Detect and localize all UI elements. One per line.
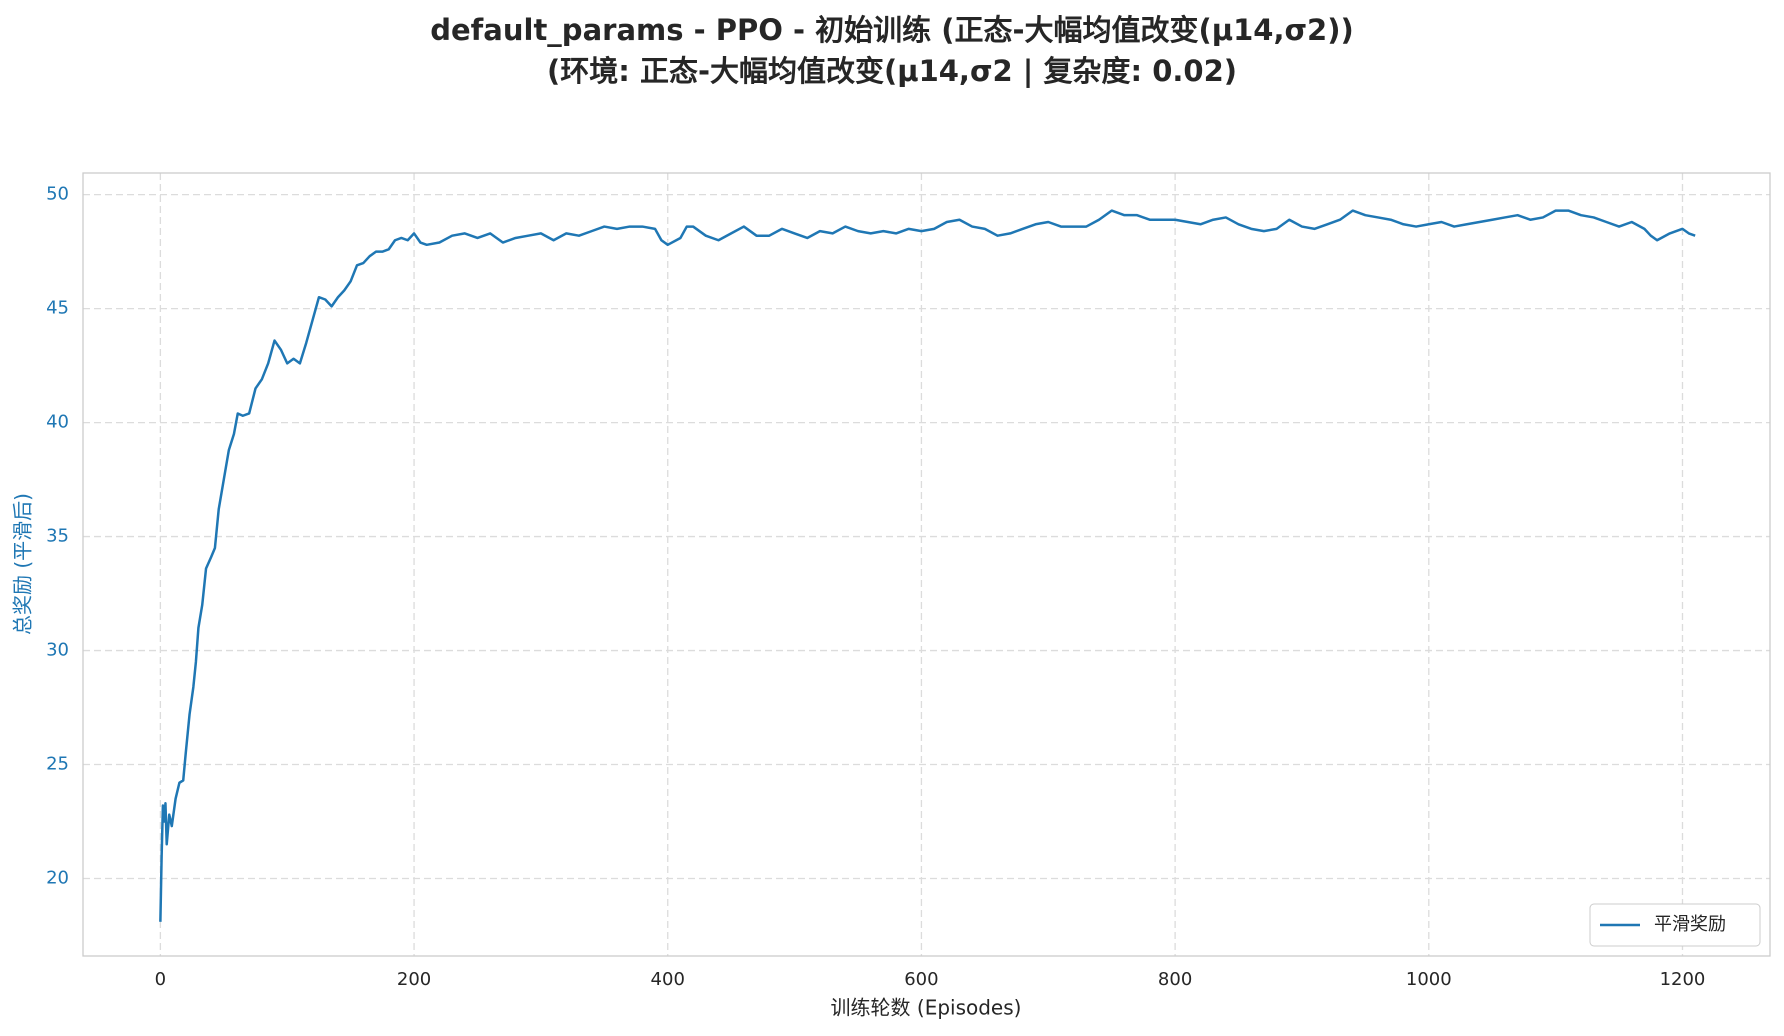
chart-subtitle: (环境: 正态-大幅均值改变(μ14,σ2 | 复杂度: 0.02) — [547, 54, 1237, 88]
y-tick-label: 30 — [46, 640, 69, 661]
y-tick-label: 40 — [46, 412, 69, 433]
x-tick-label: 200 — [397, 969, 431, 990]
x-tick-label: 0 — [155, 969, 166, 990]
x-tick-label: 600 — [904, 969, 938, 990]
x-tick-label: 1200 — [1660, 969, 1706, 990]
data-line — [159, 209, 1696, 922]
legend-box — [1589, 903, 1761, 947]
y-tick-label: 25 — [46, 754, 69, 775]
y-tick-label: 20 — [46, 867, 69, 888]
x-tick-label: 400 — [651, 969, 685, 990]
x-tick-label: 1000 — [1406, 969, 1452, 990]
y-tick-label: 50 — [46, 184, 69, 205]
chart-title: default_params - PPO - 初始训练 (正态-大幅均值改变(μ… — [430, 13, 1353, 47]
y-axis-label: 总奖励 (平滑后) — [11, 493, 35, 635]
y-tick-label: 45 — [46, 298, 69, 319]
x-tick-label: 800 — [1158, 969, 1192, 990]
y-tick-label: 35 — [46, 526, 69, 547]
x-axis-label: 训练轮数 (Episodes) — [831, 996, 1022, 1020]
plot-frame — [82, 172, 1771, 957]
legend-label: 平滑奖励 — [1654, 914, 1726, 935]
